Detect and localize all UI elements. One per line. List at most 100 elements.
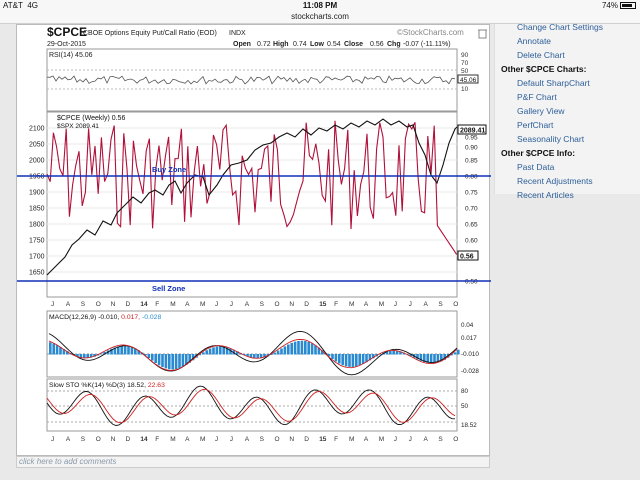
sto-d-line <box>46 388 456 424</box>
macd-histogram-bar <box>86 354 89 359</box>
spx-value-tag: 2089.41 <box>460 128 485 135</box>
month-label: J <box>394 301 397 308</box>
macd-histogram-bar <box>270 354 273 355</box>
chart-date: 29-Oct-2015 <box>47 41 86 48</box>
rsi-tick: 10 <box>461 86 469 93</box>
main-price-panel: $CPCE (Weekly) 0.56 $SPX 2089.41 2100 205… <box>17 111 491 298</box>
macd-histogram-bar <box>429 354 433 364</box>
sto-k-line <box>46 385 456 426</box>
month-label: S <box>260 301 265 308</box>
sidebar-link[interactable]: Delete Chart <box>517 50 565 60</box>
macd-histogram-bar <box>198 354 202 356</box>
month-label: S <box>438 301 443 308</box>
trash-icon[interactable] <box>478 29 487 39</box>
macd-histogram-bar <box>263 354 266 358</box>
cpce-line <box>46 120 458 255</box>
month-label: M <box>379 436 384 443</box>
macd-histogram-bar <box>174 354 178 370</box>
macd-histogram-bar <box>208 348 212 355</box>
month-label: O <box>453 301 458 308</box>
svg-text:-0.07 (-11.11%): -0.07 (-11.11%) <box>403 41 451 48</box>
macd-histogram-bar <box>395 350 399 355</box>
macd-histogram-bar <box>378 354 382 355</box>
rsi-tick: 50 <box>461 68 469 75</box>
macd-histogram-bar <box>331 354 334 360</box>
macd-histogram-bar <box>426 354 429 363</box>
macd-histogram-bar <box>127 346 130 355</box>
month-label: F <box>334 301 338 308</box>
sidebar-link[interactable]: Past Data <box>517 162 555 172</box>
sidebar-link[interactable]: PerfChart <box>517 120 554 130</box>
macd-histogram-bar <box>120 345 123 355</box>
macd-histogram-bar <box>168 354 171 370</box>
sidebar-heading: Other $CPCE Info: <box>501 148 576 158</box>
sidebar-link[interactable]: Change Chart Settings <box>517 22 603 32</box>
right-axis-tick: 0.75 <box>465 190 478 197</box>
svg-text:0.72: 0.72 <box>257 41 271 48</box>
legend-cpce: $CPCE (Weekly) 0.56 <box>57 115 125 122</box>
svg-text:0.54: 0.54 <box>327 41 341 48</box>
macd-panel: MACD(12,26,9) -0.010, 0.017, -0.028 0.04… <box>46 310 479 378</box>
month-label: J <box>51 436 54 443</box>
macd-histogram-bar <box>368 354 372 361</box>
month-label: O <box>96 301 101 308</box>
macd-histogram-bar <box>76 354 79 357</box>
month-label: D <box>126 301 131 308</box>
sidebar-link[interactable]: Seasonality Chart <box>517 134 585 144</box>
sharpchart[interactable]: $CPCE CBOE Options Equity Put/Call Ratio… <box>16 24 491 456</box>
stochastic-panel: Slow STO %K(14) %D(3) 18.52, 22.63 80 50 1… <box>46 378 477 432</box>
macd-tick: 0.017 <box>461 335 477 342</box>
rsi-tick: 70 <box>461 60 469 67</box>
macd-histogram-bar <box>423 354 426 363</box>
left-axis-tick: 1800 <box>29 222 45 229</box>
month-label: D <box>304 301 309 308</box>
macd-histogram-bar <box>341 354 344 366</box>
macd-histogram-bar <box>327 354 331 357</box>
left-axis-tick: 1650 <box>29 270 45 277</box>
sidebar-link[interactable]: Annotate <box>517 36 552 46</box>
month-label: S <box>81 301 86 308</box>
month-label: N <box>289 301 294 308</box>
right-axis-tick: 0.60 <box>465 238 478 245</box>
macd-tick: 0.04 <box>461 322 474 329</box>
macd-histogram-bar <box>297 340 300 355</box>
macd-histogram-bar <box>321 350 324 355</box>
right-axis-tick: 0.95 <box>465 135 478 142</box>
svg-text:0.56: 0.56 <box>370 41 384 48</box>
month-label: S <box>81 436 86 443</box>
left-axis-tick: 1900 <box>29 190 45 197</box>
macd-histogram-bar <box>344 354 348 367</box>
sidebar-link[interactable]: Recent Adjustments <box>517 176 593 186</box>
sidebar-link[interactable]: Default SharpChart <box>517 78 590 88</box>
macd-histogram-bar <box>450 354 453 356</box>
url-bar[interactable]: stockcharts.com <box>0 12 640 24</box>
month-label: 15 <box>319 436 327 443</box>
macd-histogram-bar <box>280 348 283 355</box>
ohlc-readout: Open 0.72 High 0.74 Low 0.54 Close 0.56 … <box>233 41 451 48</box>
month-label: 15 <box>319 301 327 308</box>
macd-label: MACD(12,26,9) -0.010, 0.017, -0.028 <box>49 314 161 321</box>
month-label: F <box>155 436 159 443</box>
month-label: A <box>424 301 429 308</box>
month-label: M <box>200 436 205 443</box>
month-label: J <box>230 301 233 308</box>
macd-histogram-bar <box>385 351 389 355</box>
macd-tick: -0.010 <box>461 351 479 358</box>
month-label: A <box>245 436 250 443</box>
cpce-value-tag: 0.56 <box>460 254 474 261</box>
left-axis-tick: 1850 <box>29 206 45 213</box>
macd-histogram-bar <box>433 354 436 364</box>
month-label: A <box>364 301 369 308</box>
macd-histogram-bar <box>219 346 222 355</box>
macd-histogram-bar <box>304 341 307 355</box>
sidebar-link[interactable]: Recent Articles <box>517 190 574 200</box>
buy-zone-label: Buy Zone <box>152 165 186 174</box>
macd-histogram-bar <box>273 352 276 355</box>
sidebar-link[interactable]: P&F Chart <box>517 92 557 102</box>
month-label: J <box>230 436 233 443</box>
add-comments-link[interactable]: click here to add comments <box>16 456 490 468</box>
month-label: N <box>111 301 116 308</box>
macd-histogram-bar <box>440 354 443 362</box>
sidebar-link[interactable]: Gallery View <box>517 106 565 116</box>
macd-histogram-bar <box>117 346 120 355</box>
